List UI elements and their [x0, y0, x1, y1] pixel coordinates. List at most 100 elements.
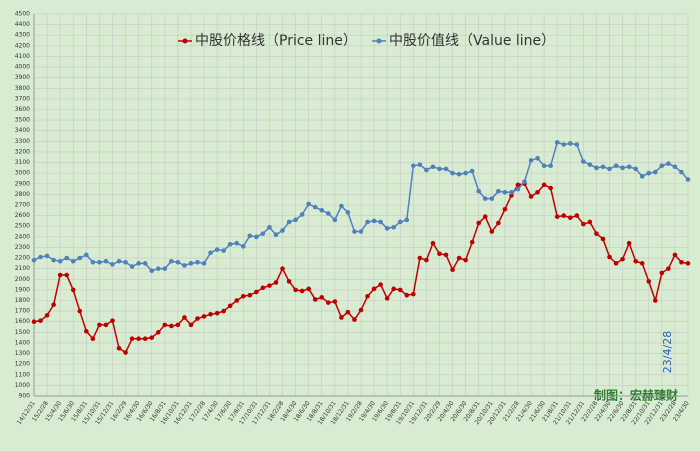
y-tick-label: 3400: [15, 127, 30, 134]
point: [110, 318, 115, 323]
point: [293, 217, 298, 223]
point: [626, 164, 632, 170]
y-tick-label: 1100: [15, 371, 30, 378]
date-annotation: 23/4/28: [661, 331, 674, 373]
point: [221, 308, 226, 314]
y-tick-label: 2700: [15, 202, 30, 209]
point: [299, 212, 305, 217]
point: [437, 251, 442, 257]
point: [666, 266, 671, 271]
point: [600, 164, 606, 170]
point: [84, 252, 89, 258]
point: [646, 170, 652, 176]
point: [554, 214, 560, 219]
point: [522, 179, 527, 184]
y-tick-label: 4300: [15, 32, 30, 39]
point: [489, 229, 495, 234]
point: [286, 279, 292, 284]
point: [84, 328, 89, 334]
point: [57, 272, 63, 278]
point: [306, 201, 311, 207]
y-tick-label: 900: [19, 393, 31, 400]
point: [227, 241, 233, 247]
point: [528, 158, 534, 163]
point: [384, 226, 390, 231]
point: [286, 219, 292, 225]
point: [149, 268, 155, 274]
y-tick-label: 3000: [15, 170, 30, 177]
point: [129, 336, 135, 342]
point: [509, 189, 514, 195]
point: [378, 219, 383, 225]
point: [44, 253, 50, 259]
point: [404, 217, 410, 223]
point: [620, 256, 625, 262]
point: [476, 188, 482, 194]
point: [110, 262, 115, 267]
credit-annotation: 制图：宏赫臻财: [594, 388, 678, 403]
point: [646, 279, 652, 284]
point: [155, 330, 161, 335]
point: [339, 203, 344, 209]
point: [51, 302, 56, 308]
y-tick-label: 2000: [15, 276, 30, 283]
point: [463, 257, 468, 263]
point: [64, 272, 69, 278]
point: [581, 159, 586, 164]
y-tick-label: 4100: [15, 53, 30, 60]
point: [659, 163, 665, 169]
point: [175, 322, 181, 328]
point: [299, 288, 305, 294]
point: [626, 240, 632, 246]
point: [97, 322, 102, 328]
point: [672, 252, 678, 258]
y-tick-label: 1400: [15, 339, 30, 346]
point: [548, 163, 553, 169]
point: [339, 315, 344, 320]
point: [332, 217, 338, 223]
y-tick-label: 1900: [15, 286, 30, 293]
point: [633, 166, 638, 172]
point: [162, 266, 168, 271]
y-tick-label: 3100: [15, 159, 30, 166]
point: [90, 336, 96, 342]
point: [561, 142, 567, 147]
point: [679, 260, 684, 265]
point: [653, 169, 658, 175]
point: [607, 254, 612, 260]
point: [332, 299, 338, 304]
legend-marker: [376, 38, 382, 44]
point: [31, 257, 37, 263]
point: [77, 308, 83, 314]
point: [195, 316, 200, 321]
point: [136, 261, 141, 266]
point: [600, 236, 606, 242]
point: [639, 261, 645, 266]
point: [358, 229, 364, 234]
point: [653, 298, 658, 303]
y-tick-label: 1700: [15, 308, 30, 315]
point: [234, 240, 240, 246]
point: [371, 218, 377, 224]
y-tick-label: 1300: [15, 350, 30, 357]
point: [437, 166, 442, 172]
point: [469, 168, 475, 174]
y-tick-label: 1200: [15, 361, 30, 368]
point: [535, 189, 540, 195]
point: [424, 257, 429, 263]
point: [463, 170, 468, 176]
point: [234, 298, 240, 303]
point: [496, 188, 501, 194]
point: [312, 204, 318, 210]
point: [38, 318, 43, 323]
point: [672, 164, 678, 170]
point: [221, 248, 226, 253]
point: [489, 196, 495, 201]
point: [142, 261, 148, 266]
point: [31, 319, 37, 325]
point: [169, 323, 174, 329]
point: [201, 261, 207, 266]
point: [247, 233, 253, 239]
